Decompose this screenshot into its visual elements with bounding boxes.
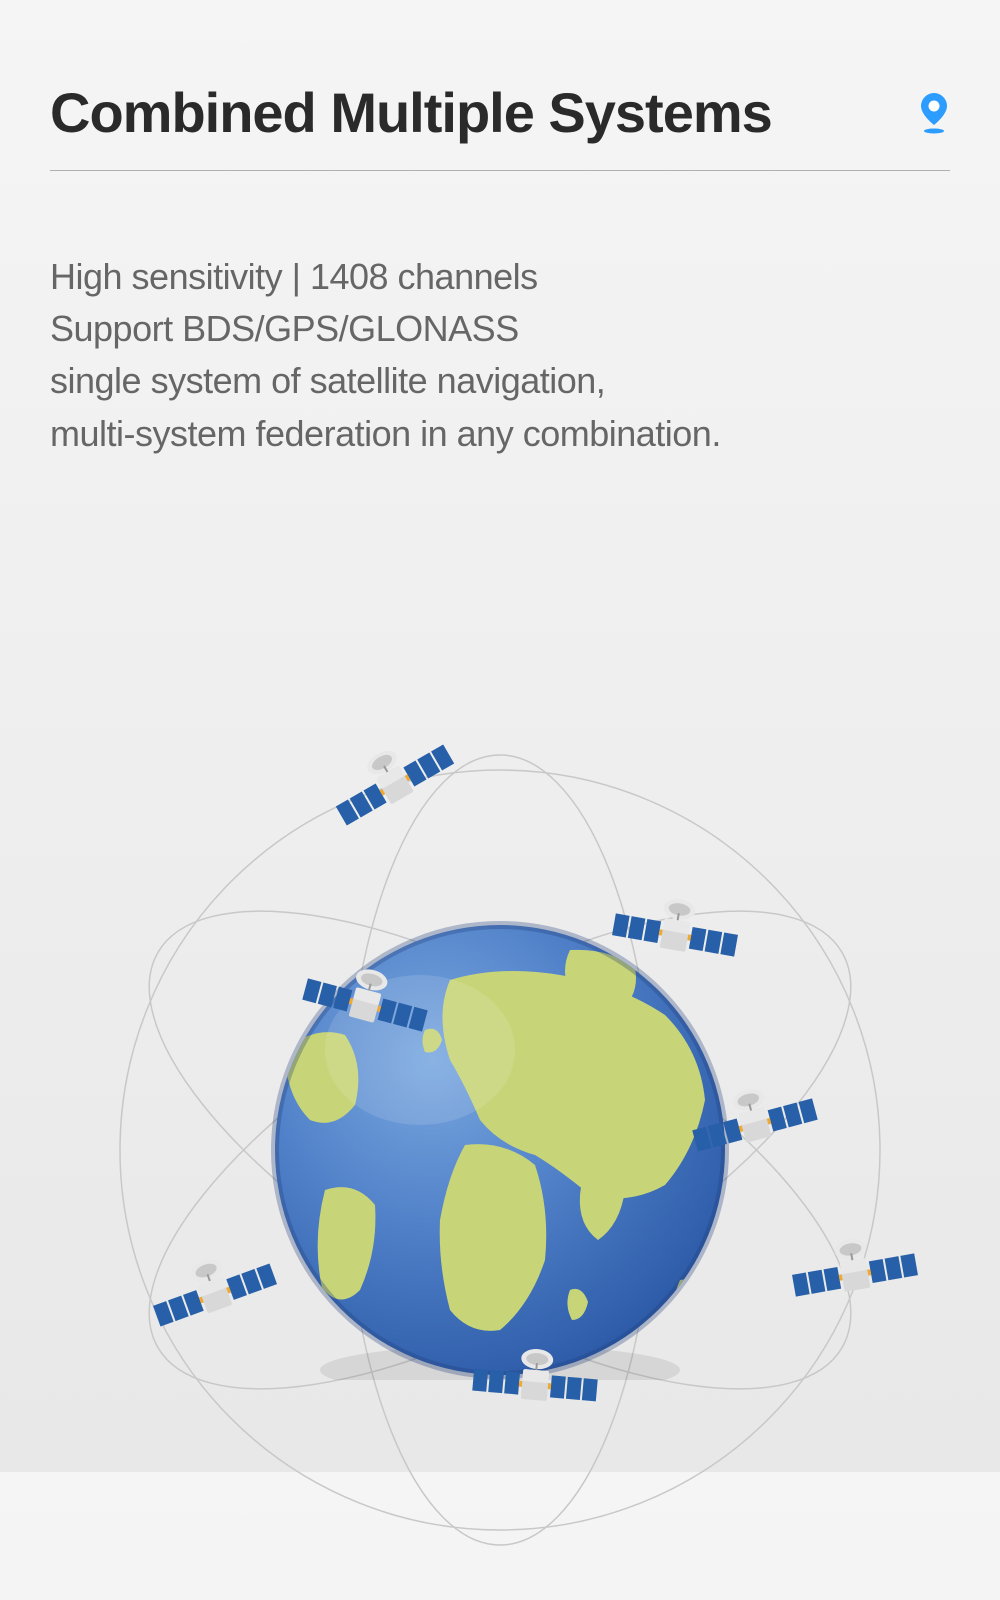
satellite-icon xyxy=(300,960,430,1055)
description-line: single system of satellite navigation, xyxy=(50,355,950,407)
globe-illustration xyxy=(50,700,950,1600)
description-line: multi-system federation in any combinati… xyxy=(50,408,950,460)
description-block: High sensitivity | 1408 channels Support… xyxy=(50,251,950,460)
satellite-icon xyxy=(330,740,460,835)
header-row: Combined Multiple Systems xyxy=(50,80,950,171)
satellite-icon xyxy=(690,1080,820,1175)
page-title: Combined Multiple Systems xyxy=(50,80,772,145)
location-pin-icon xyxy=(918,91,950,135)
satellite-icon xyxy=(150,1250,280,1345)
description-line: Support BDS/GPS/GLONASS xyxy=(50,303,950,355)
description-line: High sensitivity | 1408 channels xyxy=(50,251,950,303)
satellite-icon xyxy=(610,890,740,985)
satellite-icon xyxy=(470,1340,600,1435)
satellite-icon xyxy=(790,1230,920,1325)
